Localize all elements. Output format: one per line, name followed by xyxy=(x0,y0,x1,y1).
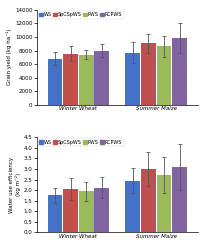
Bar xyxy=(94,50,109,105)
Bar xyxy=(63,54,78,105)
Bar xyxy=(141,169,156,232)
Legend: WS, SpCSpWS, PWS, RCPWS: WS, SpCSpWS, PWS, RCPWS xyxy=(38,11,124,19)
Bar xyxy=(48,195,62,232)
Bar xyxy=(172,38,187,105)
Y-axis label: Water use efficiency
(kg m⁻²): Water use efficiency (kg m⁻²) xyxy=(9,157,21,213)
Bar xyxy=(157,175,172,232)
Bar xyxy=(79,191,93,232)
Bar xyxy=(172,167,187,232)
Bar xyxy=(94,188,109,232)
Bar xyxy=(125,53,140,105)
Bar xyxy=(63,189,78,232)
Bar xyxy=(79,55,93,105)
Bar xyxy=(125,181,140,232)
Y-axis label: Grain yield (kg ha⁻¹): Grain yield (kg ha⁻¹) xyxy=(6,29,12,85)
Bar xyxy=(48,59,62,105)
Bar xyxy=(157,46,172,105)
Legend: WS, SpCSpWS, PWS, RCPWS: WS, SpCSpWS, PWS, RCPWS xyxy=(38,138,124,146)
Bar xyxy=(141,43,156,105)
